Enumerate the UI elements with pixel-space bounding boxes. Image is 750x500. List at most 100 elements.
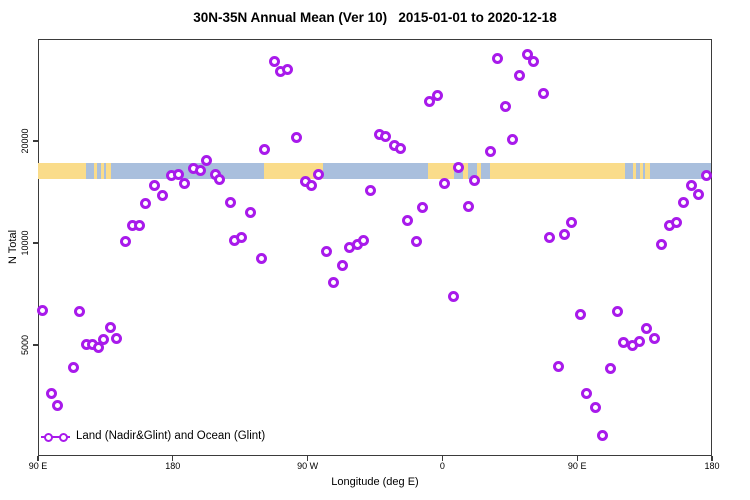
data-point: [140, 197, 152, 209]
x-tick-label: 180: [704, 461, 720, 471]
y-tick: [33, 140, 38, 142]
data-point: [424, 96, 436, 108]
data-point: [552, 361, 564, 373]
data-point: [328, 276, 340, 288]
data-point: [671, 217, 683, 229]
data-point: [134, 220, 146, 232]
data-point: [700, 169, 712, 181]
data-point: [282, 63, 294, 75]
map-band-segment-land: [645, 163, 650, 179]
data-point: [611, 306, 623, 318]
data-point: [527, 55, 539, 67]
x-tick-label: 90 E: [567, 461, 587, 471]
data-point: [105, 322, 117, 334]
data-point: [290, 131, 302, 143]
data-point: [453, 161, 465, 173]
x-tick: [711, 456, 713, 461]
map-band-segment-land: [264, 163, 324, 179]
data-point: [507, 134, 519, 146]
data-point: [111, 333, 123, 345]
data-point: [92, 341, 104, 353]
y-tick-label: 20000: [20, 128, 30, 154]
data-point: [417, 202, 429, 214]
data-point: [45, 388, 57, 400]
data-point: [634, 335, 646, 347]
data-point: [678, 196, 690, 208]
plot-area-box: [38, 39, 712, 456]
map-band-segment-land: [106, 163, 111, 179]
data-point: [589, 401, 601, 413]
data-point: [543, 231, 555, 243]
legend-marker-circle: [43, 432, 53, 442]
data-point: [214, 173, 226, 185]
data-point: [51, 400, 63, 412]
data-point: [258, 143, 270, 155]
data-point: [693, 189, 705, 201]
x-tick-label: 90 W: [297, 461, 319, 471]
data-point: [439, 178, 451, 190]
map-band-segment-land: [38, 163, 86, 179]
x-tick-label: 180: [165, 461, 181, 471]
data-point: [37, 305, 49, 317]
data-point: [566, 217, 578, 229]
chart-title: 30N-35N Annual Mean (Ver 10) 2015-01-01 …: [193, 10, 557, 25]
y-tick-label: 10000: [20, 230, 30, 256]
map-band-segment-land: [100, 163, 104, 179]
map-band-segment-land: [476, 163, 482, 179]
data-point: [336, 260, 348, 272]
x-tick-label: 0: [439, 461, 445, 471]
map-band-segment-ocean: [323, 163, 429, 179]
map-band-segment-land: [640, 163, 644, 179]
map-band-segment-land: [94, 163, 98, 179]
map-band-segment-ocean: [467, 163, 477, 179]
map-band-segment-ocean: [643, 163, 646, 179]
map-band-segment-land: [428, 163, 455, 179]
data-point: [149, 180, 161, 192]
data-point: [312, 168, 324, 180]
data-point: [245, 206, 257, 218]
data-point: [648, 332, 660, 344]
data-point: [469, 175, 481, 187]
x-tick-label: 90 E: [28, 461, 48, 471]
map-band-segment-ocean: [636, 163, 641, 179]
y-tick: [33, 242, 38, 244]
y-axis-title: N Total: [7, 229, 19, 265]
data-point: [492, 53, 504, 65]
data-point: [305, 180, 317, 192]
legend-marker-circle: [58, 432, 68, 442]
map-band-segment-ocean: [649, 163, 711, 179]
map-band-segment-ocean: [103, 163, 107, 179]
legend-label: Land (Nadir&Glint) and Ocean (Glint): [76, 430, 266, 442]
data-point: [656, 238, 668, 250]
data-point: [394, 142, 406, 154]
map-band-segment-ocean: [85, 163, 95, 179]
map-band-segment-ocean: [481, 163, 491, 179]
data-point: [255, 252, 267, 264]
data-point: [179, 178, 191, 190]
data-point: [514, 70, 526, 82]
data-point: [410, 236, 422, 248]
x-tick: [37, 456, 39, 461]
data-point: [156, 190, 168, 202]
data-point: [172, 168, 184, 180]
map-band-segment-land: [632, 163, 637, 179]
map-band-segment-ocean: [97, 163, 101, 179]
data-point: [604, 363, 616, 375]
map-band-segment-land: [490, 163, 626, 179]
data-point: [236, 232, 248, 244]
data-point: [194, 164, 206, 176]
data-point: [431, 90, 443, 102]
data-point: [448, 291, 460, 303]
map-band-segment-ocean: [625, 163, 633, 179]
data-point: [97, 334, 109, 346]
x-tick: [172, 456, 174, 461]
x-tick: [576, 456, 578, 461]
data-point: [320, 245, 332, 257]
data-point: [402, 214, 414, 226]
x-tick: [441, 456, 444, 461]
map-band-segment-ocean: [110, 163, 265, 179]
data-point: [462, 201, 474, 213]
x-tick: [306, 456, 309, 461]
data-point: [581, 388, 593, 400]
